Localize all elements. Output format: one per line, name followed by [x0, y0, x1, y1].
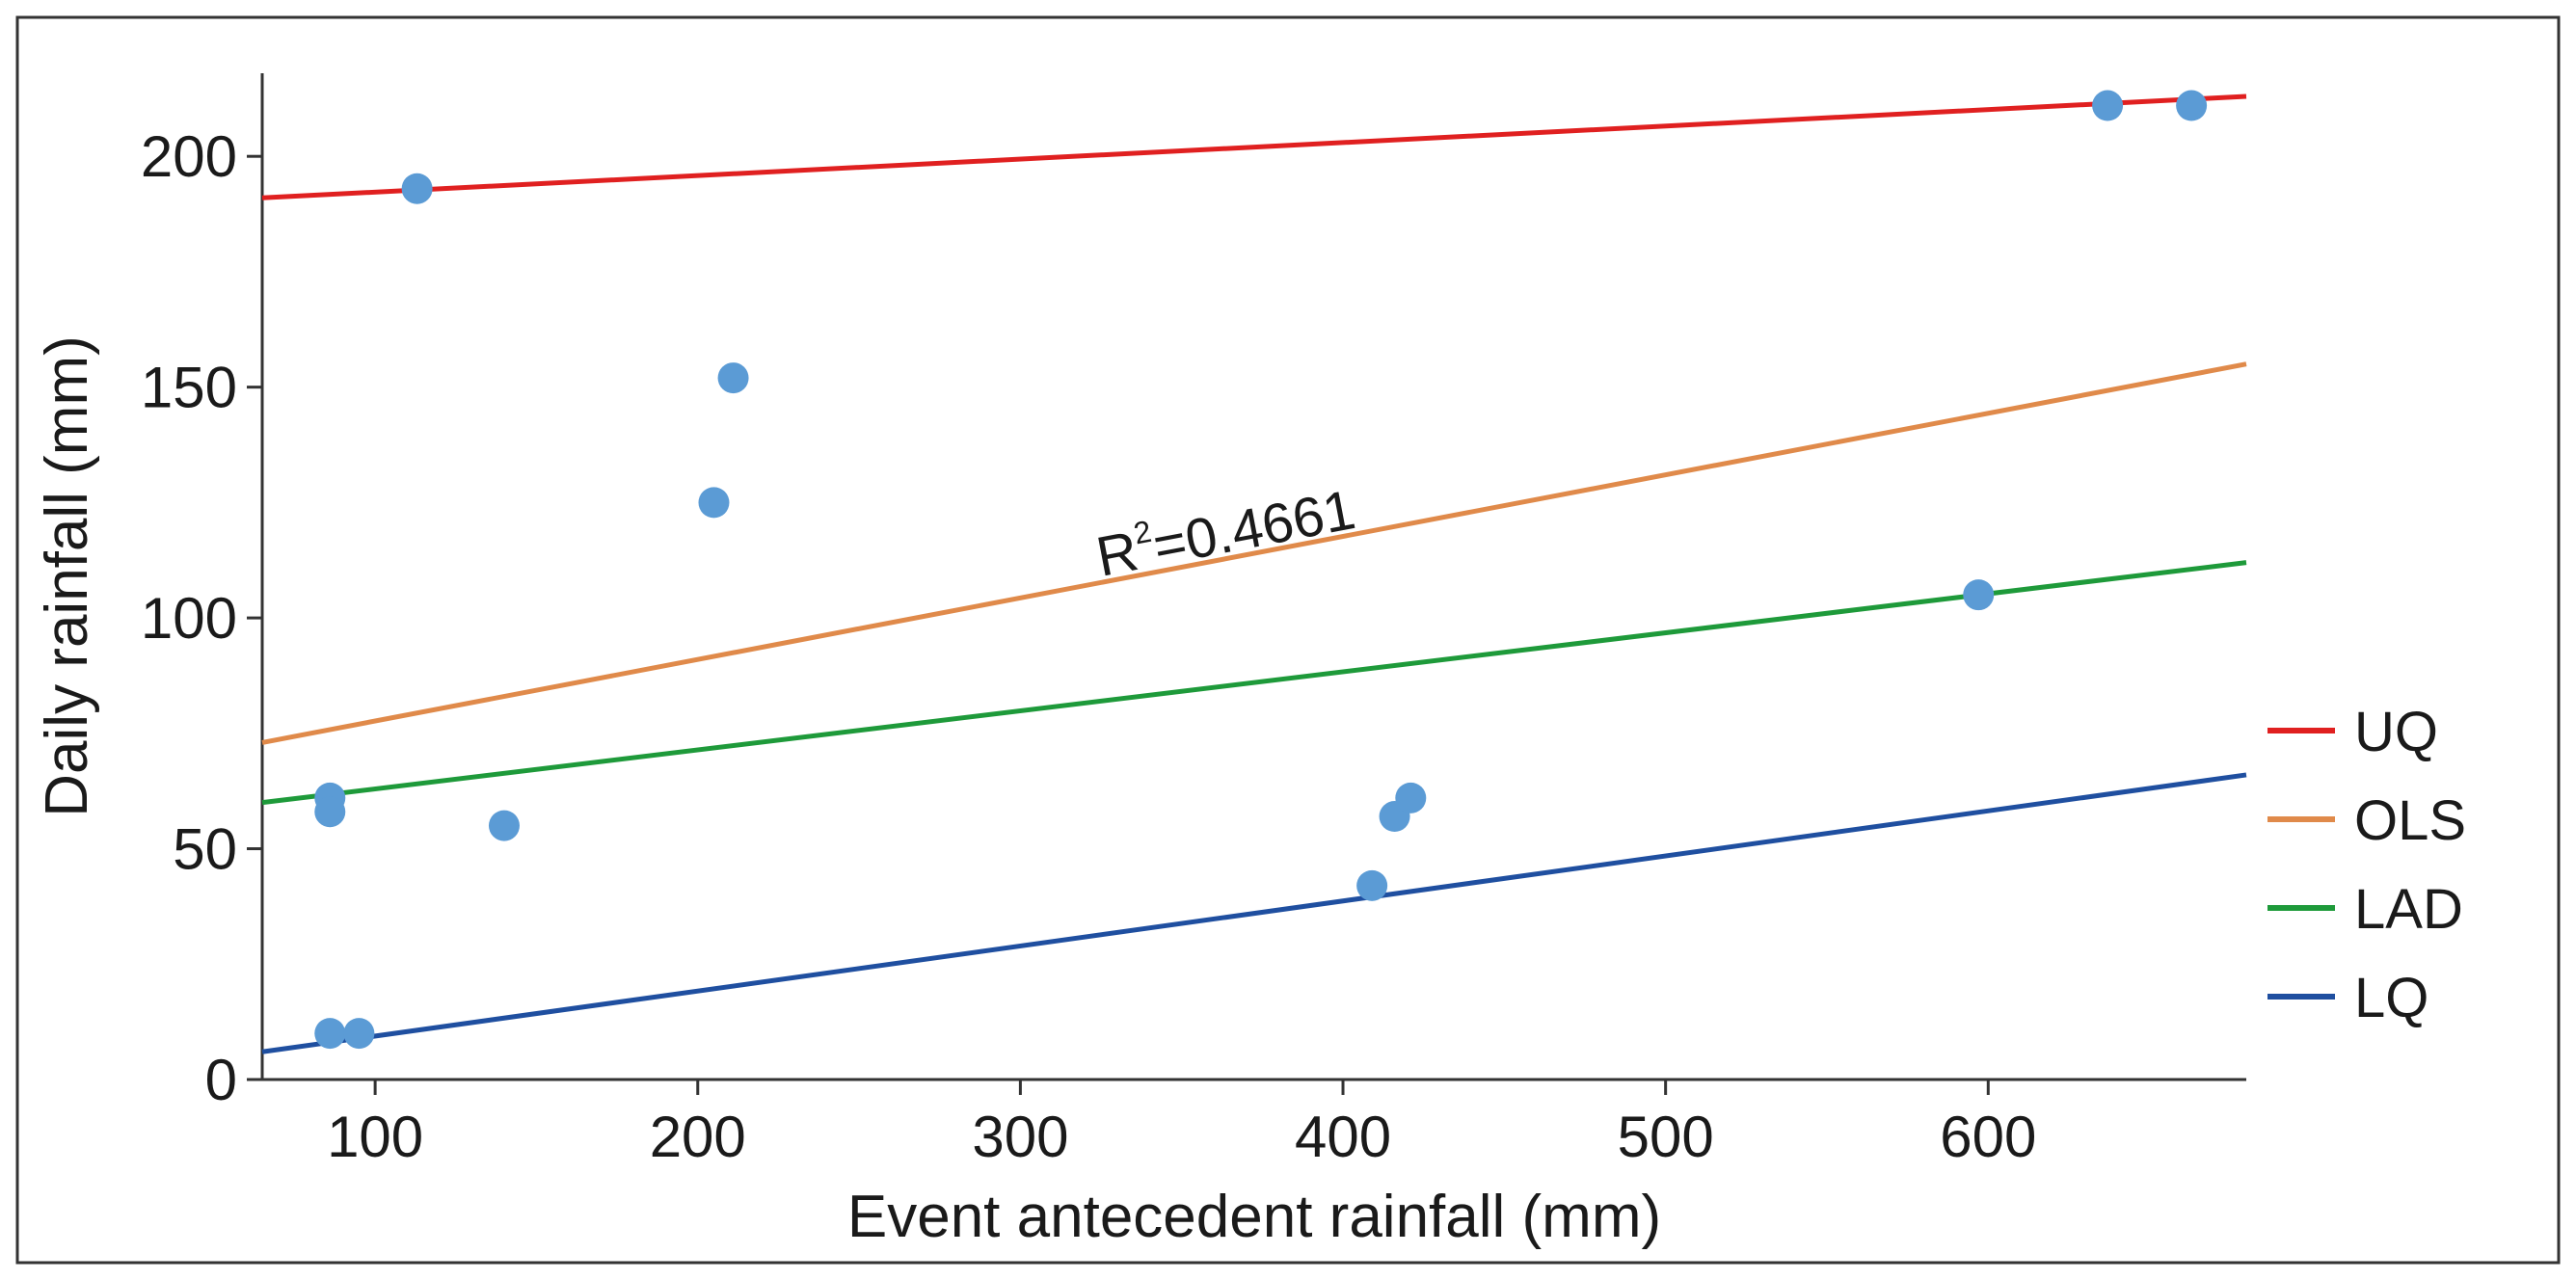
data-point — [1395, 782, 1427, 813]
x-tick-label: 200 — [650, 1105, 746, 1169]
data-point — [488, 810, 520, 841]
y-tick-label: 0 — [205, 1048, 237, 1112]
data-point — [401, 173, 433, 204]
data-point — [314, 796, 346, 828]
x-tick-label: 400 — [1295, 1105, 1391, 1169]
legend-label-lad: LAD — [2354, 878, 2463, 941]
series-line-lad — [261, 560, 2247, 806]
data-point — [1356, 869, 1388, 901]
legend-label-uq: UQ — [2354, 701, 2438, 763]
y-tick-label: 50 — [173, 817, 237, 882]
data-point — [2092, 90, 2124, 121]
legend-label-lq: LQ — [2354, 967, 2428, 1029]
legend: UQ OLS LAD LQ — [2267, 701, 2466, 1029]
y-axis-label: Daily rainfall (mm) — [34, 335, 100, 816]
x-tick-label: 500 — [1618, 1105, 1714, 1169]
data-point — [343, 1018, 375, 1050]
y-axis: 0 50 100 150 200 — [141, 124, 262, 1112]
data-point — [2176, 90, 2208, 121]
data-point — [698, 487, 730, 519]
data-point — [717, 362, 749, 394]
y-tick-label: 150 — [141, 356, 237, 420]
x-axis: 100 200 300 400 500 600 — [327, 1080, 2036, 1169]
x-tick-label: 600 — [1940, 1105, 2036, 1169]
plot-area — [260, 73, 2246, 1081]
data-point — [1963, 579, 1995, 611]
series-line-uq — [261, 93, 2247, 200]
x-tick-label: 100 — [327, 1105, 423, 1169]
series-line-ols — [261, 361, 2247, 745]
data-point — [314, 1018, 346, 1050]
series-lines — [261, 93, 2247, 1054]
figure-frame — [15, 15, 2561, 1265]
x-tick-label: 300 — [972, 1105, 1068, 1169]
data-points — [314, 90, 2208, 1050]
x-axis-label: Event antecedent rainfall (mm) — [847, 1184, 1661, 1250]
series-line-lq — [261, 772, 2247, 1054]
y-tick-label: 100 — [141, 586, 237, 651]
y-tick-label: 200 — [141, 124, 237, 189]
legend-label-ols: OLS — [2354, 789, 2466, 852]
